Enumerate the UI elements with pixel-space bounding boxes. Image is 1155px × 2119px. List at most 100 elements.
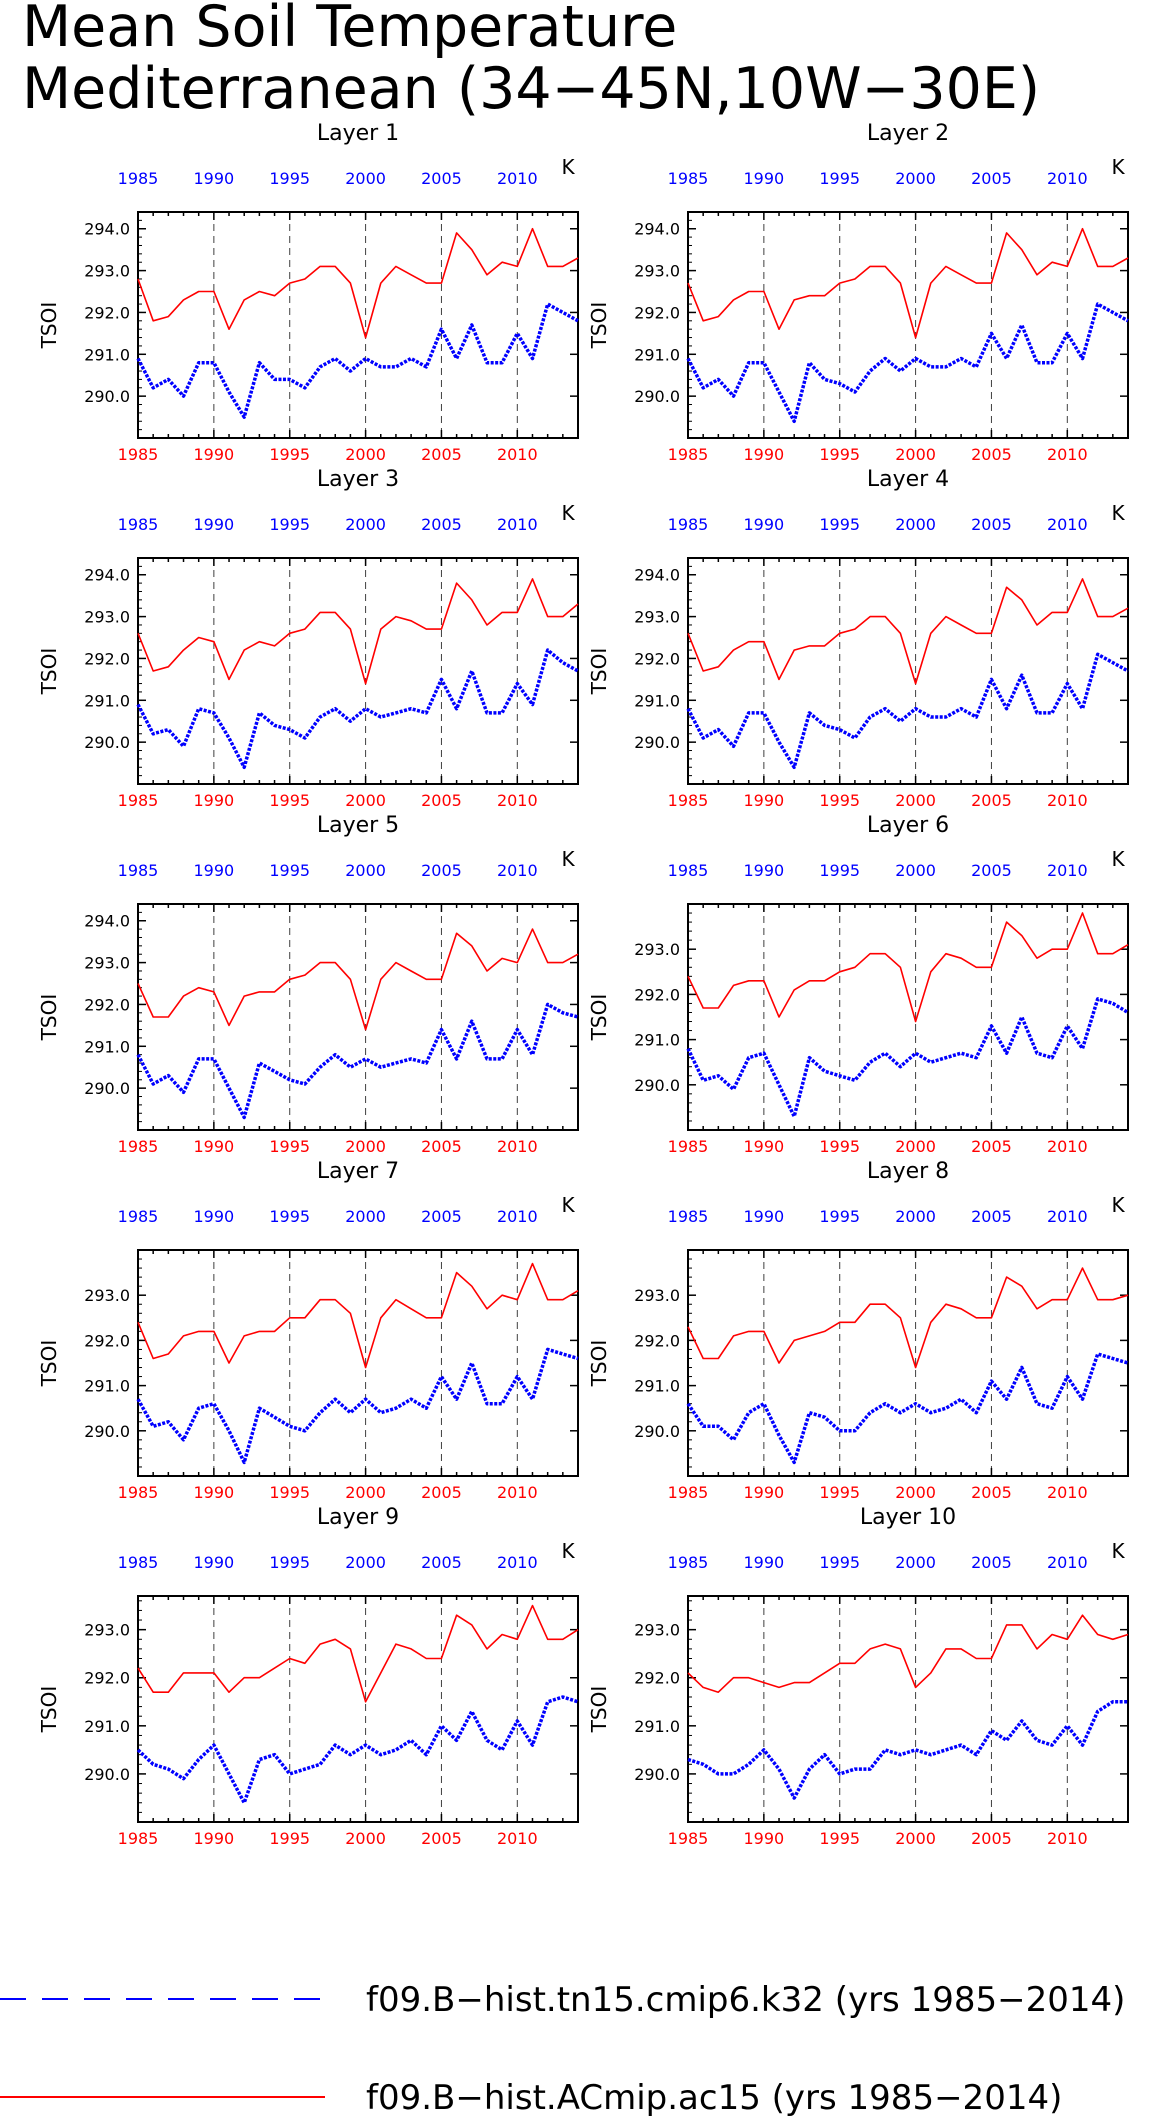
series-line-case2 [137,1262,579,1369]
x-tick-label-top: 1995 [819,861,860,880]
y-tick-label: 290.0 [634,387,680,406]
y-axis-label: TSOI [587,648,611,696]
x-tick-label-top: 1985 [118,515,159,534]
x-tick-label-top: 2000 [345,515,386,534]
x-tick-label-top: 1985 [118,861,159,880]
x-tick-label-bottom: 1985 [118,791,159,810]
figure-title-line-1: Mean Soil Temperature [22,0,677,60]
series-line-case2 [137,1604,579,1703]
units-label: K [1111,1193,1125,1217]
chart-panel-3: Layer 3 K TSOI 1985 1985 1990 1990 1995 1995 2000… [37,467,579,810]
y-tick-label: 292.0 [84,995,130,1014]
x-tick-label-top: 2005 [421,861,462,880]
series-line-case1 [686,997,1129,1119]
y-axis-label: TSOI [587,1686,611,1734]
x-tick-label-top: 1990 [194,515,235,534]
y-tick-label: 290.0 [634,1765,680,1784]
y-tick-label: 294.0 [84,912,130,931]
x-tick-label-top: 2010 [497,169,538,188]
y-tick-label: 292.0 [634,649,680,668]
panel-title: Layer 6 [867,813,949,838]
x-tick-label-bottom: 2010 [497,791,538,810]
plot-frame [687,1249,1129,1477]
panel-title: Layer 3 [317,467,399,492]
y-axis-label: TSOI [37,302,61,350]
x-tick-label-top: 2005 [421,515,462,534]
x-tick-label-top: 1995 [269,1207,310,1226]
y-tick-label: 294.0 [634,566,680,585]
panel-title: Layer 4 [867,467,949,492]
units-label: K [561,847,575,871]
y-tick-label: 290.0 [84,1079,130,1098]
plot-frame [687,1595,1129,1823]
series-line-case2 [687,1614,1129,1693]
x-tick-label-bottom: 1990 [744,1483,785,1502]
panel-title: Layer 9 [317,1505,399,1530]
y-tick-label: 290.0 [84,1422,130,1441]
x-tick-label-bottom: 1990 [194,1829,235,1848]
series-line-case1 [136,302,579,419]
x-tick-label-bottom: 2005 [971,1483,1012,1502]
x-tick-label-bottom: 1995 [269,1829,310,1848]
y-tick-label: 292.0 [634,303,680,322]
panel-title: Layer 2 [867,121,949,146]
plot-frame [687,211,1129,439]
y-axis-label: TSOI [37,648,61,696]
plot-frame [687,557,1129,785]
chart-panel-6: Layer 6 K TSOI 1985 1985 1990 1990 1995 1995 2000… [587,813,1129,1156]
y-tick-label: 291.0 [84,1037,130,1056]
y-tick-label: 292.0 [84,303,130,322]
x-tick-label-bottom: 1995 [819,1137,860,1156]
x-tick-label-bottom: 1990 [194,791,235,810]
y-axis-label: TSOI [587,302,611,350]
x-tick-label-bottom: 1985 [118,1137,159,1156]
series-line-case2 [137,227,579,339]
x-tick-label-bottom: 1995 [269,1137,310,1156]
x-tick-label-top: 1995 [269,169,310,188]
x-tick-label-top: 1985 [118,1207,159,1226]
y-tick-label: 293.0 [634,1286,680,1305]
y-axis-label: TSOI [37,1686,61,1734]
x-tick-label-bottom: 1990 [744,445,785,464]
x-tick-label-top: 2005 [421,169,462,188]
x-tick-label-bottom: 1990 [744,1829,785,1848]
figure-title-line-2: Mediterranean (34−45N,10W−30E) [22,56,1040,122]
x-tick-label-bottom: 2005 [971,445,1012,464]
x-tick-label-bottom: 2010 [1047,1483,1088,1502]
series-line-case2 [687,912,1129,1023]
x-tick-label-bottom: 1990 [744,791,785,810]
x-tick-label-bottom: 1985 [668,1137,709,1156]
x-tick-label-top: 2005 [421,1207,462,1226]
x-tick-label-bottom: 1985 [668,445,709,464]
series-line-case2 [687,1267,1129,1369]
plot-frame [137,1595,579,1823]
y-tick-label: 291.0 [84,345,130,364]
x-tick-label-bottom: 1990 [194,1483,235,1502]
chart-panel-9: Layer 9 K TSOI 1985 1985 1990 1990 1995 1995 2000… [37,1505,579,1848]
series-line-case2 [687,227,1129,339]
x-tick-label-bottom: 2010 [1047,791,1088,810]
chart-panel-4: Layer 4 K TSOI 1985 1985 1990 1990 1995 1995 2000… [587,467,1129,810]
plot-frame [137,903,579,1131]
panel-title: Layer 5 [317,813,399,838]
y-tick-label: 293.0 [634,262,680,281]
series-line-case1 [686,652,1129,770]
x-tick-label-top: 2005 [971,515,1012,534]
x-tick-label-bottom: 2010 [497,1829,538,1848]
y-tick-label: 290.0 [634,1076,680,1095]
units-label: K [561,501,575,525]
chart-panel-8: Layer 8 K TSOI 1985 1985 1990 1990 1995 1995 2000… [587,1159,1129,1502]
y-tick-label: 293.0 [634,1621,680,1640]
series-line-case2 [137,928,579,1031]
x-tick-label-bottom: 1995 [819,1483,860,1502]
x-tick-label-top: 2010 [497,515,538,534]
y-axis-label: TSOI [37,994,61,1042]
x-tick-label-top: 2000 [345,169,386,188]
x-tick-label-top: 1995 [269,861,310,880]
x-tick-label-bottom: 2010 [497,1137,538,1156]
x-tick-label-top: 1985 [668,169,709,188]
x-tick-label-bottom: 2010 [1047,1829,1088,1848]
y-tick-label: 291.0 [634,1377,680,1396]
x-tick-label-top: 2010 [1047,1553,1088,1572]
x-tick-label-top: 1990 [744,1553,785,1572]
